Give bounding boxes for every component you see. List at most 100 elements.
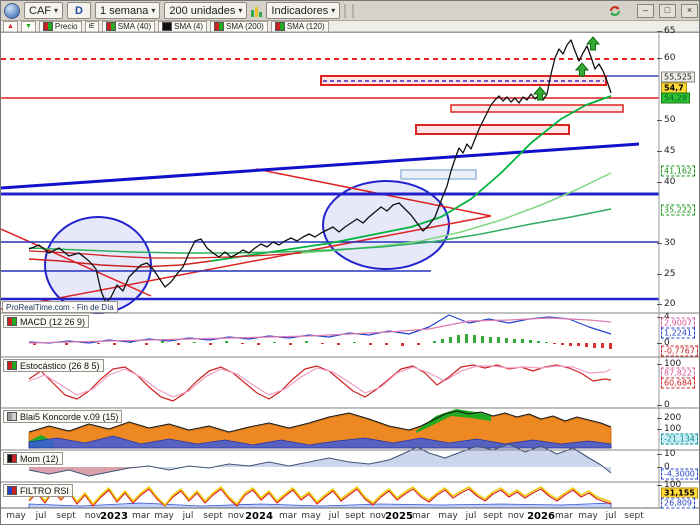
display-mode-button[interactable]: D	[67, 2, 92, 19]
symbol-value: CAF	[29, 4, 51, 17]
axis-tick-label: 0	[664, 400, 670, 410]
axis-tick-mark	[657, 58, 662, 59]
chevron-down-icon: ▾	[331, 6, 336, 15]
x-axis-month-label: jul	[465, 511, 477, 521]
panel-label-filtro[interactable]: FILTRO RSI	[3, 484, 73, 497]
axis-tick-label: 65	[664, 26, 676, 36]
x-axis-month-label: sept	[56, 511, 76, 521]
axis-value-box: 55,525	[661, 71, 695, 83]
axis-tick-mark	[657, 317, 662, 318]
x-axis-year-label: 2025	[385, 511, 413, 522]
axis-tick-label: 60	[664, 53, 676, 63]
x-axis-month-label: sept	[203, 511, 223, 521]
x-axis-month-label: jul	[35, 511, 47, 521]
series-color-swatch	[105, 22, 116, 31]
chart-shape	[322, 180, 450, 270]
axis-tick-label: 50	[664, 115, 676, 125]
toolbar-grip[interactable]	[344, 3, 355, 18]
chart-shape	[28, 502, 612, 509]
axis-tick-label: 40	[664, 177, 676, 187]
x-axis-month-label: mar	[279, 511, 297, 521]
axis-value-box: -4,3000	[661, 468, 698, 480]
buy-signal-arrow-icon	[532, 86, 548, 101]
panel-label-mom[interactable]: Mom (12)	[3, 452, 63, 465]
x-axis-month-label: mar	[132, 511, 150, 521]
x-axis-month-label: may	[301, 511, 321, 521]
maximize-button[interactable]: □	[659, 3, 676, 18]
indicators-select[interactable]: Indicadores ▾	[266, 2, 341, 19]
axis-value-box: 35,222	[661, 204, 695, 216]
axis-tick-label: 100	[664, 480, 682, 490]
axis-tick-mark	[657, 485, 662, 486]
indicator-color-swatch	[7, 412, 17, 421]
chart-shape	[28, 435, 612, 449]
axis-value-box: 1,2241	[661, 327, 695, 339]
axis-value-box: 54,28	[661, 92, 690, 104]
x-axis-year-label: 2026	[527, 511, 555, 522]
timeframe-select[interactable]: 1 semana ▾	[95, 2, 161, 19]
close-button[interactable]: ×	[681, 3, 698, 18]
axis-tick-mark	[657, 454, 662, 455]
x-axis-month-label: mar	[555, 511, 573, 521]
legend-item-precio[interactable]: Precio	[38, 20, 82, 33]
chart-shape	[28, 364, 612, 402]
toolbar: CAF ▾ D 1 semana ▾ 200 unidades ▾ Indica…	[1, 1, 699, 21]
chart-shape	[28, 443, 612, 477]
axis-tick-mark	[657, 418, 662, 419]
axis-tick-mark	[657, 467, 662, 468]
watermark: ProRealTime.com - Fin de Día	[2, 301, 118, 313]
chart-shape	[400, 169, 477, 180]
x-axis-month-label: nov	[227, 511, 245, 521]
buy-signal-arrow-icon	[585, 36, 601, 51]
series-color-swatch	[162, 22, 173, 31]
x-axis-month-label: jul	[605, 511, 617, 521]
chart-shape	[28, 488, 612, 507]
axis-tick-label: 0	[664, 338, 670, 348]
indicator-color-swatch	[7, 486, 17, 495]
axis-value-box: -0,7767	[661, 345, 698, 357]
series-color-swatch	[274, 22, 285, 31]
units-select[interactable]: 200 unidades ▾	[164, 2, 248, 19]
axis-tick-mark	[657, 304, 662, 305]
panel-label-estocástico[interactable]: Estocástico (26 8 5)	[3, 359, 104, 372]
axis-value-box: 41,162	[661, 165, 695, 177]
symbol-select[interactable]: CAF ▾	[24, 2, 64, 19]
x-axis-month-label: nov	[84, 511, 102, 521]
x-axis-month-label: may	[578, 511, 598, 521]
axis-tick-mark	[657, 31, 662, 32]
legend-item-sma-200-[interactable]: SMA (200)	[210, 20, 268, 33]
axis-tick-mark	[657, 364, 662, 365]
indicators-chart-icon	[251, 5, 263, 17]
refresh-icon[interactable]	[608, 4, 622, 18]
axis-tick-label: 4	[664, 312, 670, 322]
buy-signal-arrow-icon	[574, 62, 590, 77]
app-icon	[4, 2, 20, 19]
axis-tick-mark	[657, 274, 662, 275]
axis-value-box: 60,684	[661, 377, 695, 389]
axis-tick-label: 45	[664, 146, 676, 156]
axis-tick-label: 10	[664, 449, 676, 459]
x-axis-month-label: jul	[182, 511, 194, 521]
chart-shape	[28, 486, 612, 506]
x-axis-month-label: may	[154, 511, 174, 521]
chart-shape	[210, 95, 612, 262]
axis-tick-mark	[657, 243, 662, 244]
axis-tick-mark	[657, 405, 662, 406]
x-axis-month-label: sept	[624, 511, 644, 521]
macd-histogram	[33, 334, 612, 349]
chart-shape	[28, 365, 612, 398]
minimize-button[interactable]: –	[637, 3, 654, 18]
chevron-down-icon: ▾	[151, 6, 156, 15]
x-axis-month-label: sept	[345, 511, 365, 521]
panel-label-macd[interactable]: MACD (12 26 9)	[3, 315, 90, 328]
series-color-swatch	[42, 22, 53, 31]
axis-tick-mark	[657, 120, 662, 121]
axis-tick-label: 100	[664, 424, 682, 434]
panel-label-blai5[interactable]: Blai5 Koncorde v.09 (15)	[3, 410, 123, 423]
chart-shape	[28, 258, 212, 268]
x-axis-month-label: jul	[328, 511, 340, 521]
x-axis-year-label: 2023	[100, 511, 128, 522]
axis-tick-label: 0	[664, 462, 670, 472]
